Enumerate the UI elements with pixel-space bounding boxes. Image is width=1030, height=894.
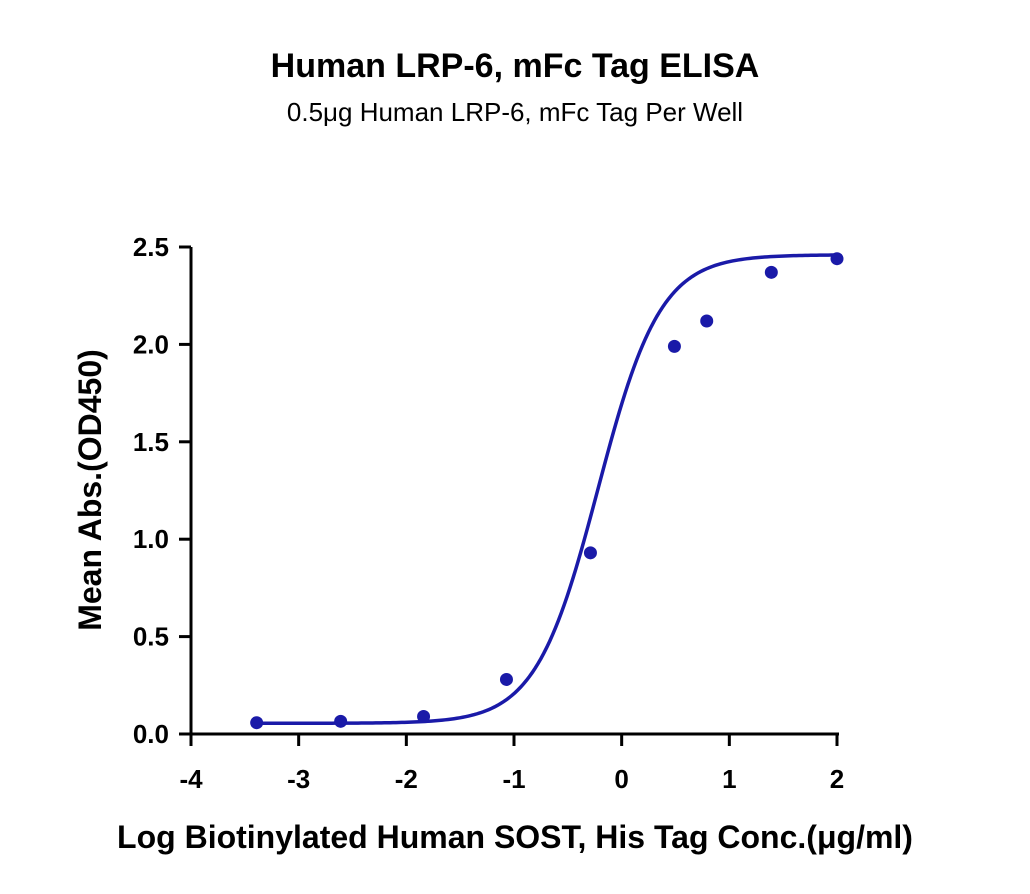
data-point: [667, 339, 681, 353]
data-point: [583, 546, 597, 560]
data-point: [250, 716, 264, 730]
data-points: [250, 252, 844, 730]
x-tick-label: -4: [179, 764, 203, 794]
axes: [189, 247, 839, 736]
y-tick-label: 1.0: [133, 524, 169, 554]
y-tick-label: 0.0: [133, 719, 169, 749]
data-point: [417, 709, 431, 723]
data-point: [764, 265, 778, 279]
x-tick-label: -3: [287, 764, 310, 794]
x-tick-label: 2: [830, 764, 844, 794]
data-point: [499, 672, 513, 686]
x-tick-label: -1: [502, 764, 525, 794]
data-point: [830, 252, 844, 266]
y-tick-label: 2.0: [133, 329, 169, 359]
y-tick-label: 2.5: [133, 232, 169, 262]
x-tick-label: -2: [395, 764, 418, 794]
data-point: [334, 714, 348, 728]
x-axis-label: Log Biotinylated Human SOST, His Tag Con…: [117, 819, 913, 855]
y-tick-label: 1.5: [133, 427, 169, 457]
x-tick-label: 1: [722, 764, 736, 794]
y-axis-label: Mean Abs.(OD450): [72, 349, 108, 631]
chart-title: Human LRP-6, mFc Tag ELISA: [271, 47, 760, 85]
fit-curve: [256, 253, 838, 726]
chart-subtitle: 0.5μg Human LRP-6, mFc Tag Per Well: [287, 97, 743, 127]
x-ticks: -4 -3 -2 -1 0 1 2: [179, 734, 844, 794]
y-ticks: 0.0 0.5 1.0 1.5 2.0 2.5: [133, 232, 191, 749]
data-point: [700, 314, 714, 328]
x-tick-label: 0: [614, 764, 628, 794]
y-tick-label: 0.5: [133, 622, 169, 652]
